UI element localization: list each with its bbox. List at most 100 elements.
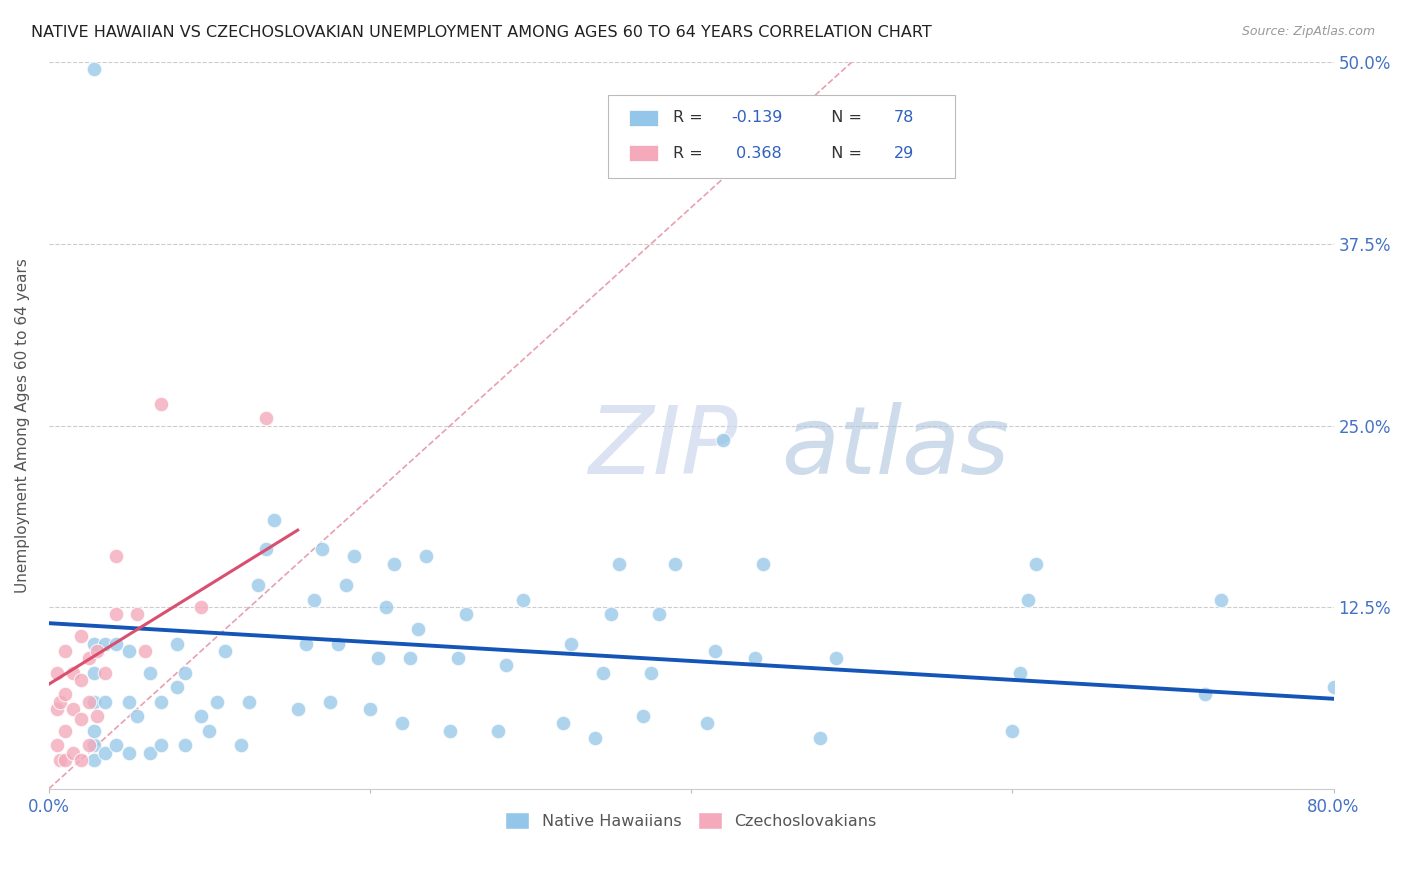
- Point: [77, 651, 100, 665]
- FancyBboxPatch shape: [607, 95, 955, 178]
- Point: [456, 607, 478, 622]
- Point: [118, 695, 141, 709]
- Point: [83, 739, 105, 753]
- Point: [150, 695, 173, 709]
- Point: [326, 636, 349, 650]
- Point: [150, 397, 173, 411]
- Y-axis label: Unemployment Among Ages 60 to 64 years: Unemployment Among Ages 60 to 64 years: [15, 258, 30, 593]
- Point: [83, 695, 105, 709]
- Point: [70, 753, 93, 767]
- Point: [62, 746, 84, 760]
- Point: [711, 433, 734, 447]
- Point: [94, 665, 117, 680]
- Point: [1001, 723, 1024, 738]
- Text: 0.368: 0.368: [731, 146, 782, 161]
- Point: [70, 629, 93, 643]
- Point: [263, 513, 285, 527]
- Point: [744, 651, 766, 665]
- Point: [214, 644, 236, 658]
- Point: [190, 600, 212, 615]
- Point: [238, 695, 260, 709]
- Point: [560, 636, 582, 650]
- Point: [631, 709, 654, 723]
- Text: 29: 29: [894, 146, 914, 161]
- Point: [512, 593, 534, 607]
- Point: [1194, 687, 1216, 701]
- Point: [83, 665, 105, 680]
- Point: [94, 695, 117, 709]
- Point: [583, 731, 606, 745]
- Text: R =: R =: [673, 110, 709, 125]
- Point: [45, 702, 67, 716]
- Point: [166, 680, 188, 694]
- Point: [118, 644, 141, 658]
- Point: [1209, 593, 1232, 607]
- Point: [704, 644, 727, 658]
- Point: [231, 739, 253, 753]
- Point: [335, 578, 357, 592]
- Point: [382, 557, 405, 571]
- Point: [648, 607, 671, 622]
- Point: [391, 716, 413, 731]
- Point: [86, 709, 108, 723]
- Text: -0.139: -0.139: [731, 110, 782, 125]
- Point: [45, 665, 67, 680]
- Point: [53, 687, 76, 701]
- Point: [125, 709, 148, 723]
- Text: 78: 78: [894, 110, 914, 125]
- Text: atlas: atlas: [782, 401, 1010, 492]
- Point: [105, 739, 128, 753]
- Point: [495, 658, 517, 673]
- Point: [53, 723, 76, 738]
- Point: [86, 644, 108, 658]
- Point: [105, 549, 128, 564]
- Point: [254, 411, 277, 425]
- Point: [415, 549, 437, 564]
- Point: [83, 636, 105, 650]
- Point: [134, 644, 156, 658]
- Point: [53, 644, 76, 658]
- Point: [70, 712, 93, 726]
- Point: [83, 723, 105, 738]
- Point: [105, 636, 128, 650]
- Point: [367, 651, 389, 665]
- Point: [94, 636, 117, 650]
- Point: [139, 746, 162, 760]
- Point: [166, 636, 188, 650]
- Text: NATIVE HAWAIIAN VS CZECHOSLOVAKIAN UNEMPLOYMENT AMONG AGES 60 TO 64 YEARS CORREL: NATIVE HAWAIIAN VS CZECHOSLOVAKIAN UNEMP…: [31, 25, 932, 40]
- Point: [174, 739, 197, 753]
- Point: [664, 557, 686, 571]
- Point: [640, 665, 662, 680]
- Point: [592, 665, 614, 680]
- Point: [49, 753, 72, 767]
- Point: [551, 716, 574, 731]
- Point: [599, 607, 621, 622]
- Point: [83, 62, 105, 77]
- Point: [105, 607, 128, 622]
- Point: [343, 549, 366, 564]
- Point: [406, 622, 429, 636]
- Point: [246, 578, 269, 592]
- Point: [302, 593, 325, 607]
- Text: N =: N =: [821, 146, 868, 161]
- Point: [359, 702, 381, 716]
- Point: [1010, 665, 1032, 680]
- FancyBboxPatch shape: [630, 110, 658, 126]
- Point: [190, 709, 212, 723]
- Point: [83, 753, 105, 767]
- Point: [94, 746, 117, 760]
- Point: [696, 716, 718, 731]
- Point: [77, 695, 100, 709]
- Point: [62, 702, 84, 716]
- Point: [486, 723, 509, 738]
- Point: [198, 723, 221, 738]
- Point: [125, 607, 148, 622]
- Legend: Native Hawaiians, Czechoslovakians: Native Hawaiians, Czechoslovakians: [499, 806, 883, 836]
- Point: [139, 665, 162, 680]
- Point: [1017, 593, 1039, 607]
- Point: [294, 636, 316, 650]
- Point: [752, 557, 775, 571]
- Point: [150, 739, 173, 753]
- Point: [319, 695, 342, 709]
- Text: N =: N =: [821, 110, 868, 125]
